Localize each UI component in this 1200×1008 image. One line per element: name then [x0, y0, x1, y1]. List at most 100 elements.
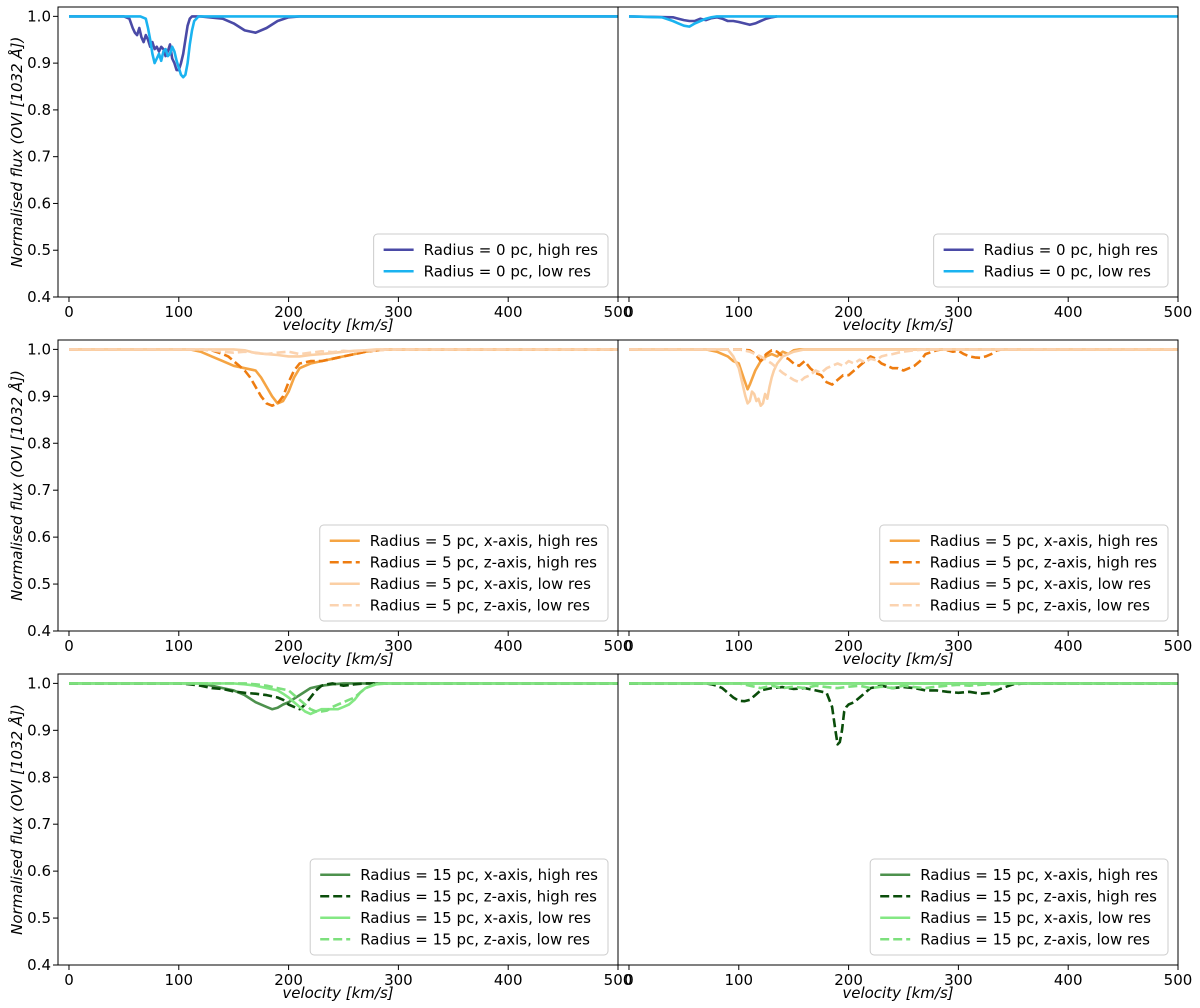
- legend: Radius = 5 pc, x-axis, high res Radius = …: [879, 524, 1169, 622]
- legend: Radius = 15 pc, x-axis, high res Radius =…: [869, 858, 1169, 956]
- series-group: [69, 682, 618, 716]
- y-tick-label: 0.6: [27, 862, 51, 880]
- y-tick-label: 0.7: [27, 148, 51, 166]
- series-group: [69, 15, 618, 79]
- x-tick-label: 100: [724, 637, 753, 655]
- legend-label: Radius = 5 pc, z-axis, high res: [370, 553, 597, 571]
- x-axis-label: velocity [km/s]: [842, 650, 953, 668]
- x-tick-label: 0: [624, 303, 634, 321]
- legend: Radius = 5 pc, x-axis, high res Radius = …: [319, 524, 609, 622]
- y-tick-label: 0.8: [27, 768, 51, 786]
- x-tick-label: 200: [274, 637, 303, 655]
- x-tick-label: 300: [384, 637, 413, 655]
- x-tick-label: 200: [274, 971, 303, 989]
- x-tick-label: 0: [64, 971, 74, 989]
- y-tick-label: 1.0: [27, 340, 51, 358]
- x-tick-label: 300: [944, 971, 973, 989]
- legend-label: Radius = 0 pc, high res: [984, 241, 1159, 259]
- series-group: [629, 682, 1178, 746]
- legend-label: Radius = 15 pc, z-axis, high res: [920, 887, 1157, 905]
- y-tick-label: 0.8: [27, 101, 51, 119]
- x-tick-label: 500: [1164, 971, 1193, 989]
- series-line: [69, 348, 618, 405]
- x-tick-label: 100: [724, 971, 753, 989]
- x-tick-label: 200: [834, 971, 863, 989]
- legend-box: [869, 858, 1169, 956]
- x-axis-label: velocity [km/s]: [282, 650, 393, 668]
- series-line: [628, 15, 778, 27]
- panel-0-0: 0 100 200 300 400 500 velocity [km/s] 0.4 0.5 0.6…: [7, 6, 632, 334]
- y-tick-label: 0.9: [27, 721, 51, 739]
- series-line: [629, 348, 1178, 384]
- y-tick-label: 1.0: [27, 7, 51, 25]
- x-tick-label: 100: [724, 303, 753, 321]
- x-tick-label: 200: [834, 303, 863, 321]
- y-tick-label: 0.6: [27, 528, 51, 546]
- x-axis-label: velocity [km/s]: [842, 984, 953, 1002]
- series-line: [69, 682, 618, 711]
- legend-label: Radius = 5 pc, z-axis, low res: [930, 596, 1150, 614]
- series-line: [69, 682, 618, 713]
- legend-box: [373, 233, 609, 288]
- x-tick-label: 0: [64, 303, 74, 321]
- x-tick-label: 0: [624, 637, 634, 655]
- series-line: [69, 348, 618, 356]
- panel-2-0: 0 100 200 300 400 500 velocity [km/s] 0.4 0.5 0.6…: [7, 673, 633, 1002]
- series-group: [69, 348, 618, 408]
- y-tick-label: 0.4: [27, 956, 51, 974]
- y-tick-label: 0.7: [27, 815, 51, 833]
- legend: Radius = 15 pc, x-axis, high res Radius =…: [309, 858, 609, 956]
- plot-frame: [617, 6, 1179, 298]
- legend-label: Radius = 5 pc, x-axis, high res: [370, 532, 598, 550]
- legend-label: Radius = 15 pc, x-axis, low res: [920, 909, 1151, 927]
- legend-label: Radius = 15 pc, x-axis, low res: [360, 909, 591, 927]
- panel-2-1: 0 100 200 300 400 500 velocity [km/s] Radius = …: [617, 673, 1193, 1002]
- y-tick-label: 0.4: [27, 288, 51, 306]
- x-tick-label: 500: [604, 637, 633, 655]
- x-tick-label: 300: [384, 303, 413, 321]
- y-axis-label: Normalised flux (OVI [1032 Å]): [7, 370, 26, 601]
- x-tick-label: 200: [834, 637, 863, 655]
- y-tick-label: 0.9: [27, 54, 51, 72]
- series-line: [629, 682, 1178, 746]
- legend-box: [309, 858, 609, 956]
- series-line: [69, 348, 618, 408]
- legend-label: Radius = 0 pc, high res: [424, 241, 599, 259]
- x-tick-label: 0: [624, 971, 634, 989]
- panel-0-1: 0 100 200 300 400 500 velocity [km/s] Radius = …: [617, 6, 1192, 334]
- x-tick-label: 400: [1054, 303, 1083, 321]
- y-tick-label: 1.0: [27, 674, 51, 692]
- legend-label: Radius = 15 pc, x-axis, high res: [920, 866, 1158, 884]
- series-line: [629, 348, 1178, 386]
- x-axis-label: velocity [km/s]: [842, 316, 953, 334]
- y-axis-label: Normalised flux (OVI [1032 Å]): [7, 37, 26, 268]
- x-tick-label: 300: [944, 303, 973, 321]
- x-tick-label: 100: [164, 303, 193, 321]
- x-tick-label: 0: [64, 637, 74, 655]
- legend-label: Radius = 15 pc, z-axis, low res: [360, 930, 590, 948]
- y-tick-label: 0.8: [27, 434, 51, 452]
- x-tick-label: 400: [494, 303, 523, 321]
- y-tick-label: 0.6: [27, 194, 51, 212]
- x-tick-label: 100: [164, 971, 193, 989]
- legend: Radius = 0 pc, high res Radius = 0 pc, lo…: [373, 233, 609, 288]
- plot-frame: [617, 673, 1179, 966]
- legend-label: Radius = 5 pc, x-axis, low res: [930, 575, 1151, 593]
- y-tick-label: 0.4: [27, 622, 51, 640]
- series-line: [69, 15, 618, 79]
- y-tick-label: 0.7: [27, 481, 51, 499]
- y-tick-label: 0.5: [27, 241, 51, 259]
- x-tick-label: 500: [1164, 637, 1193, 655]
- panel-1-1: 0 100 200 300 400 500 velocity [km/s] Radius = …: [617, 339, 1193, 668]
- series-group: [628, 15, 1178, 28]
- legend-box: [879, 524, 1169, 622]
- x-tick-label: 500: [604, 971, 633, 989]
- legend-box: [933, 233, 1169, 288]
- legend-label: Radius = 0 pc, low res: [984, 262, 1151, 280]
- plot-frame: [617, 339, 1179, 632]
- legend-label: Radius = 0 pc, low res: [424, 262, 591, 280]
- legend-label: Radius = 5 pc, x-axis, high res: [930, 532, 1158, 550]
- series-line: [629, 682, 1178, 690]
- legend-label: Radius = 5 pc, z-axis, low res: [370, 596, 590, 614]
